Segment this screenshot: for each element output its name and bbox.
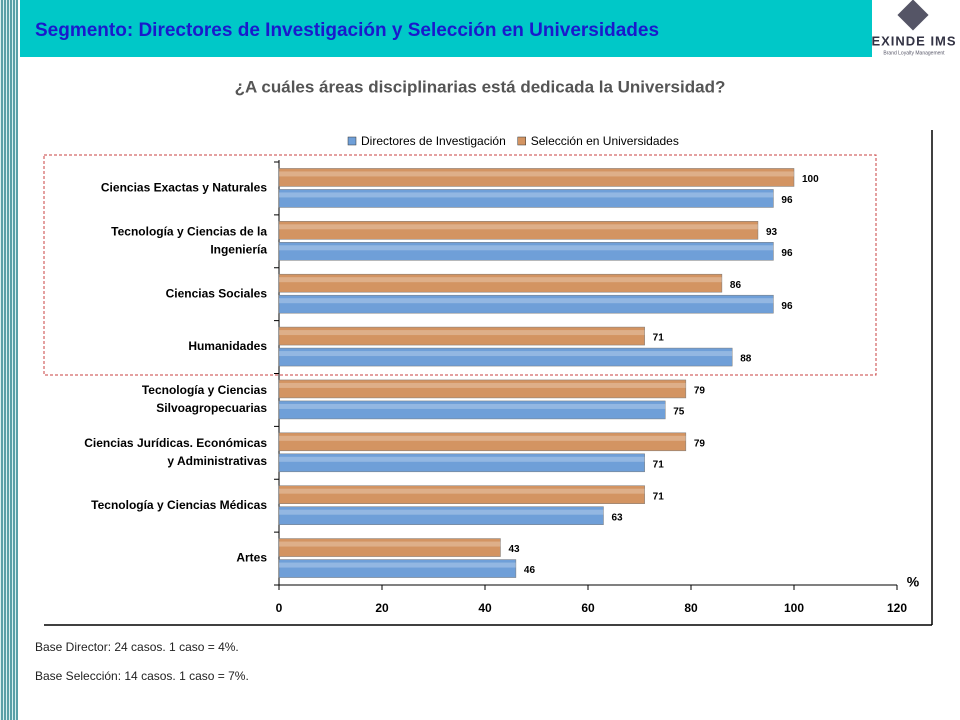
logo-text: EXINDE IMS: [871, 33, 956, 48]
bar: [278, 189, 774, 208]
bar: [278, 273, 723, 293]
bar: [278, 400, 666, 420]
value-label: 88: [740, 354, 752, 365]
category-label: Ciencias Exactas y Naturales: [101, 181, 267, 195]
value-label: 71: [653, 491, 665, 502]
bar-shine: [279, 456, 645, 462]
bar-shine: [279, 382, 686, 388]
bar: [278, 485, 645, 504]
value-label: 96: [781, 301, 793, 312]
header-title: Segmento: Directores de Investigación y …: [35, 20, 659, 41]
value-label: 79: [694, 438, 706, 449]
bar-shine: [279, 245, 774, 251]
bar: [278, 379, 687, 399]
legend-swatch: [347, 136, 357, 146]
legend-label: Selección en Universidades: [531, 134, 679, 148]
category-label: Ciencias Jurídicas. Económicas y Administ…: [84, 436, 267, 468]
bar-shine: [279, 562, 516, 568]
header-band: [20, 0, 872, 57]
bar-shine: [279, 488, 645, 494]
category-label: Tecnología y Ciencias Médicas: [91, 498, 267, 512]
x-tick-label: 100: [784, 601, 804, 615]
value-label: 46: [524, 565, 536, 576]
value-label: 71: [653, 459, 665, 470]
footnote: Base Director: 24 casos. 1 caso = 4%.: [35, 640, 239, 654]
bar: [278, 506, 604, 525]
bar: [278, 453, 645, 473]
x-axis-label: %: [907, 574, 920, 590]
x-tick-label: 120: [887, 601, 907, 615]
bar-shine: [279, 435, 686, 441]
bar: [278, 559, 517, 578]
bar: [278, 326, 645, 346]
value-label: 71: [653, 333, 665, 344]
value-label: 96: [781, 195, 793, 206]
value-label: 86: [730, 280, 742, 291]
category-label: Ciencias Sociales: [166, 286, 268, 300]
value-label: 96: [781, 248, 793, 259]
legend-swatch: [517, 136, 526, 146]
category-label: Artes: [236, 551, 267, 565]
x-tick-label: 60: [581, 601, 595, 615]
bar: [278, 221, 759, 240]
left-border: [0, 0, 18, 720]
bar-shine: [279, 298, 774, 304]
bar: [278, 242, 774, 261]
x-tick-label: 40: [478, 601, 492, 615]
value-label: 79: [694, 386, 706, 397]
bar: [278, 432, 687, 452]
bar: [278, 168, 795, 187]
bar-shine: [279, 541, 501, 547]
x-tick-label: 0: [276, 601, 283, 615]
bar-shine: [279, 171, 794, 177]
logo-tagline: Brand Loyalty Management: [883, 50, 945, 56]
value-label: 43: [508, 544, 520, 555]
value-label: 75: [673, 407, 685, 418]
bar: [278, 538, 501, 557]
bar-shine: [279, 351, 733, 357]
bar-shine: [279, 330, 645, 336]
x-tick-label: 80: [684, 601, 698, 615]
bar: [278, 294, 774, 314]
bar-shine: [279, 192, 774, 198]
logo: EXINDE IMS Brand Loyalty Management: [871, 0, 956, 56]
bar-shine: [279, 224, 758, 230]
bar: [278, 347, 733, 367]
value-label: 100: [802, 174, 819, 185]
value-label: 93: [766, 227, 778, 238]
highlight-box: [43, 154, 877, 376]
value-label: 63: [611, 512, 623, 523]
footnote: Base Selección: 14 casos. 1 caso = 7%.: [35, 669, 249, 683]
chart-title: ¿A cuáles áreas disciplinarias está dedi…: [235, 77, 726, 96]
legend-label: Directores de Investigación: [361, 134, 506, 148]
x-tick-label: 20: [375, 601, 389, 615]
logo-icon: [897, 0, 929, 31]
category-label: Tecnología y Ciencias de la Ingeniería: [111, 224, 267, 256]
bar-shine: [279, 277, 722, 283]
bar-shine: [279, 509, 604, 515]
category-label: Tecnología y Ciencias Silvoagropecuarias: [142, 383, 267, 415]
bar-shine: [279, 403, 666, 409]
category-label: Humanidades: [188, 339, 267, 353]
